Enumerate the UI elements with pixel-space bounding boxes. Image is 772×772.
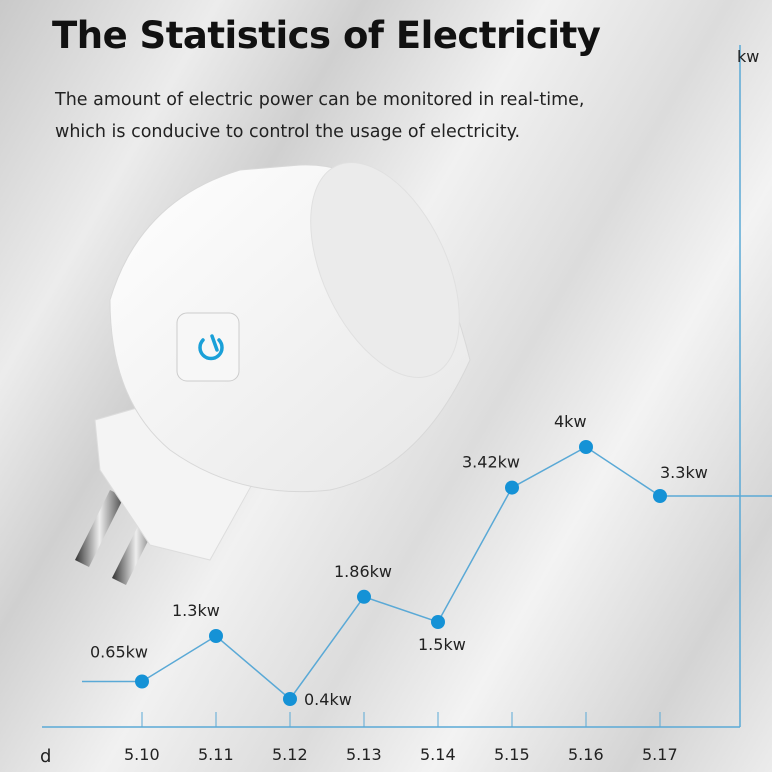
data-point (431, 615, 445, 629)
data-point (283, 692, 297, 706)
data-point (505, 480, 519, 495)
data-point (579, 440, 593, 454)
page-title: The Statistics of Electricity (52, 14, 601, 57)
data-point (653, 489, 667, 503)
subtitle: The amount of electric power can be moni… (55, 84, 695, 148)
data-label: 3.3kw (660, 463, 708, 482)
x-tick-label: 5.13 (346, 745, 382, 764)
x-tick-label: 5.15 (494, 745, 530, 764)
data-label: 1.86kw (334, 562, 392, 581)
x-tick-label: 5.16 (568, 745, 604, 764)
data-label: 4kw (554, 412, 587, 431)
data-label: 0.65kw (90, 643, 148, 662)
data-label: 0.4kw (304, 690, 352, 709)
data-point (135, 674, 149, 689)
x-tick-label: 5.12 (272, 745, 308, 764)
power-button (176, 312, 240, 382)
x-axis-label: d (40, 746, 51, 767)
power-button-icon (198, 334, 224, 361)
data-label: 1.5kw (418, 635, 466, 654)
data-label: 1.3kw (172, 601, 220, 620)
data-point (357, 589, 371, 604)
subtitle-line-2: which is conducive to control the usage … (55, 122, 521, 142)
x-tick-label: 5.17 (642, 745, 678, 764)
x-tick-label: 5.14 (420, 745, 456, 764)
x-tick-label: 5.10 (124, 745, 160, 764)
data-point (209, 629, 223, 643)
data-label: 3.42kw (462, 453, 520, 472)
subtitle-line-1: The amount of electric power can be moni… (55, 90, 585, 110)
x-tick-label: 5.11 (198, 745, 234, 764)
y-axis-label: kw (737, 47, 759, 66)
socket-face (310, 162, 460, 378)
series-line (141, 446, 661, 701)
